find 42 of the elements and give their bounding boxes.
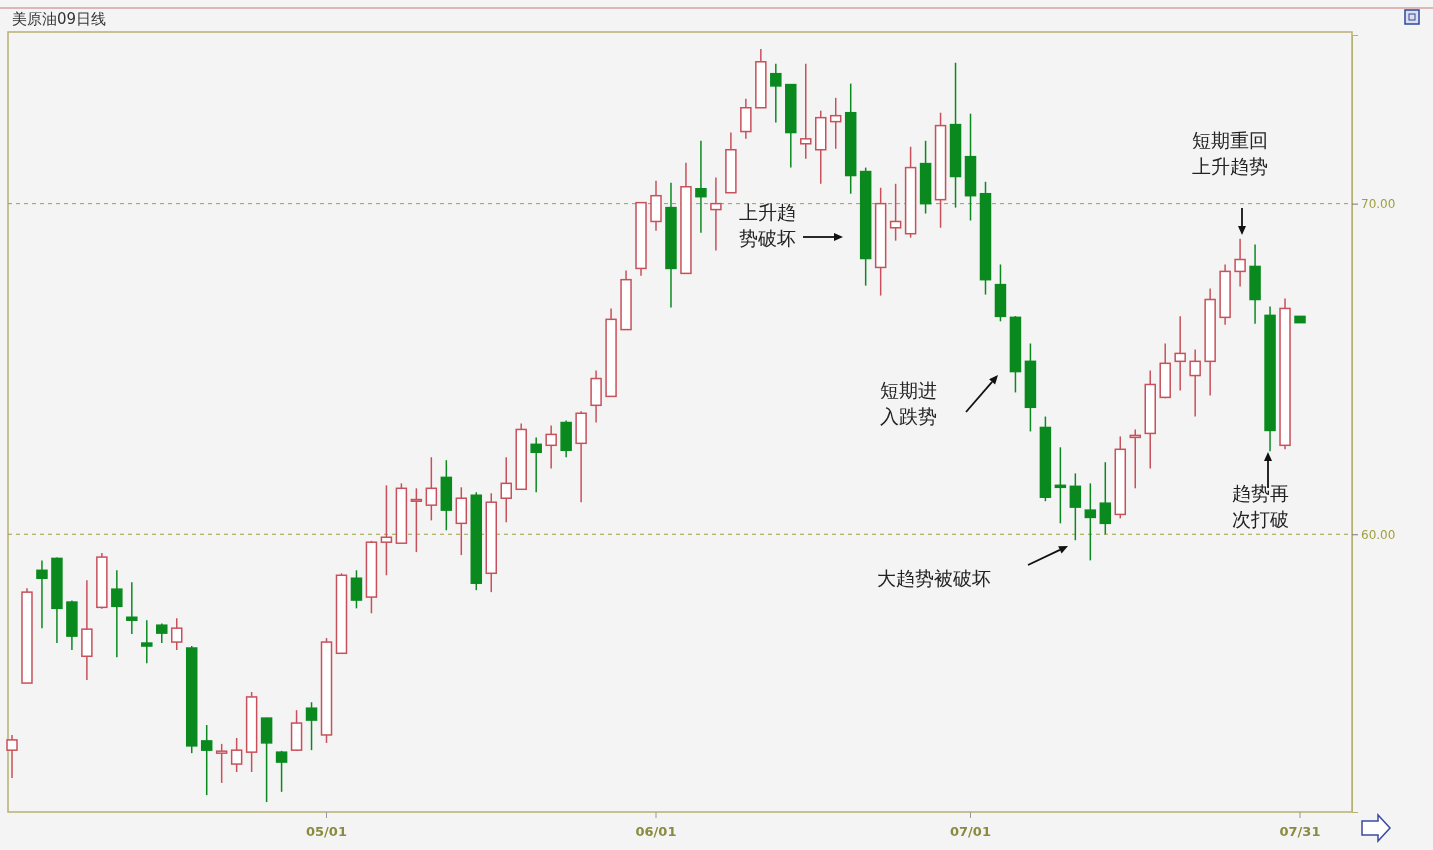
candlestick — [695, 140, 707, 234]
candlestick — [1099, 461, 1112, 536]
annotation: 短期进入跌势 — [879, 379, 937, 427]
annotation: 上升趋势破坏 — [738, 201, 796, 249]
candlestick — [1234, 237, 1246, 288]
candlestick — [1084, 482, 1097, 562]
candlestick — [829, 97, 842, 150]
candlestick — [200, 724, 213, 796]
candlestick — [36, 559, 48, 629]
candlestick — [889, 183, 902, 242]
candlestick — [710, 176, 722, 252]
annotation: 大趋势被破坏 — [877, 567, 991, 589]
candlestick — [215, 743, 228, 784]
candlestick — [230, 737, 243, 773]
chart-title: 美原油09日线 — [12, 10, 107, 28]
candlestick — [1069, 472, 1082, 541]
candlestick — [305, 701, 318, 751]
candlestick — [500, 456, 512, 524]
candlestick — [1174, 315, 1186, 392]
candlestick — [170, 617, 183, 651]
candlestick — [545, 424, 557, 470]
x-tick-label: 05/01 — [306, 824, 347, 839]
y-tick-label: 60.00 — [1361, 527, 1396, 542]
candlestick — [770, 63, 782, 124]
candlestick — [141, 619, 153, 664]
candlestick — [410, 487, 423, 553]
candlestick — [1189, 348, 1201, 418]
x-tick-label: 07/01 — [950, 824, 991, 839]
candlestick — [126, 581, 138, 635]
candlestick — [425, 456, 438, 522]
annotation: 趋势再次打破 — [1231, 482, 1289, 530]
candlestick — [380, 484, 393, 577]
candlestick — [740, 98, 752, 140]
y-tick-label: 70.00 — [1361, 196, 1396, 211]
candlestick — [800, 63, 812, 160]
candlestick — [111, 569, 123, 659]
x-tick-label: 07/31 — [1279, 824, 1321, 839]
candlestick — [275, 750, 288, 793]
x-tick-label: 06/01 — [635, 824, 677, 839]
candlestick — [530, 436, 542, 494]
annotation: 短期重回上升趋势 — [1192, 129, 1268, 177]
candlestick — [350, 569, 363, 610]
